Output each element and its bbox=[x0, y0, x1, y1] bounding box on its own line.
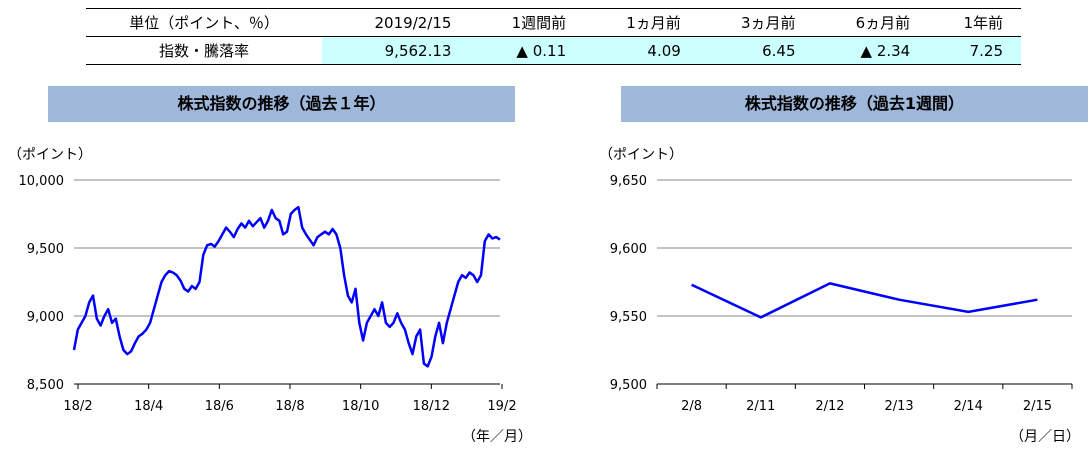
value-6m: ▲ 2.34 bbox=[813, 36, 929, 65]
chart1-xlabel: （年／月） bbox=[462, 429, 532, 445]
chart1-xtick-label: 18/10 bbox=[342, 399, 379, 414]
header-1m: 1ヵ月前 bbox=[584, 8, 699, 37]
header-date: 2019/2/15 bbox=[322, 8, 470, 37]
header-3m: 3ヵ月前 bbox=[698, 8, 814, 37]
summary-value-row: 指数・騰落率 9,562.13 ▲ 0.11 4.09 6.45 ▲ 2.34 … bbox=[86, 36, 1021, 65]
header-6m: 6ヵ月前 bbox=[813, 8, 929, 37]
header-1y: 1年前 bbox=[928, 8, 1021, 37]
chart1-xtick-label: 18/8 bbox=[275, 399, 304, 414]
chart2-xtick-label: 2/11 bbox=[746, 399, 775, 414]
chart2-xtick-label: 2/13 bbox=[884, 399, 913, 414]
chart1-xtick-label: 19/2 bbox=[487, 399, 516, 414]
chart2-xlabel: （月／日） bbox=[1010, 429, 1080, 445]
chart1-xtick-label: 18/2 bbox=[63, 399, 92, 414]
value-3m: 6.45 bbox=[698, 36, 814, 65]
chart2-ytick-label: 9,550 bbox=[610, 310, 647, 325]
row-label: 指数・騰落率 bbox=[86, 36, 323, 65]
chart2-ytick-label: 9,600 bbox=[610, 242, 647, 257]
chart1-xtick-label: 18/6 bbox=[205, 399, 234, 414]
summary-table: 単位（ポイント、％） 2019/2/15 1週間前 1ヵ月前 3ヵ月前 6ヵ月前… bbox=[86, 8, 1021, 65]
chart1-xtick-label: 18/4 bbox=[134, 399, 163, 414]
chart1-ytick-label: 8,500 bbox=[27, 378, 64, 393]
chart2-xtick-label: 2/14 bbox=[954, 399, 983, 414]
summary-header-row: 単位（ポイント、％） 2019/2/15 1週間前 1ヵ月前 3ヵ月前 6ヵ月前… bbox=[86, 8, 1021, 37]
value-1w: ▲ 0.11 bbox=[469, 36, 585, 65]
chart1-ytick-label: 9,000 bbox=[27, 310, 64, 325]
header-1w: 1週間前 bbox=[469, 8, 585, 37]
chart2-series-line bbox=[691, 282, 1038, 319]
chart2-xtick-label: 2/8 bbox=[681, 399, 702, 414]
chart2-ylabel: （ポイント） bbox=[599, 147, 683, 163]
chart1-ylabel: （ポイント） bbox=[8, 147, 92, 163]
value-1y: 7.25 bbox=[928, 36, 1021, 65]
value-index: 9,562.13 bbox=[322, 36, 470, 65]
chart1-xtick-label: 18/12 bbox=[413, 399, 450, 414]
chart1-title: 株式指数の推移（過去１年） bbox=[48, 86, 515, 122]
chart2-xtick-label: 2/15 bbox=[1023, 399, 1052, 414]
chart1-series-line bbox=[72, 205, 501, 368]
chart2-ytick-label: 9,500 bbox=[610, 378, 647, 393]
chart2-title: 株式指数の推移（過去1週間） bbox=[621, 86, 1088, 122]
value-1m: 4.09 bbox=[584, 36, 699, 65]
chart1-ytick-label: 9,500 bbox=[27, 242, 64, 257]
chart1-ytick-label: 10,000 bbox=[19, 174, 65, 189]
chart2-xtick-label: 2/12 bbox=[815, 399, 844, 414]
chart2-ytick-label: 9,650 bbox=[610, 174, 647, 189]
header-unit: 単位（ポイント、％） bbox=[86, 8, 323, 37]
